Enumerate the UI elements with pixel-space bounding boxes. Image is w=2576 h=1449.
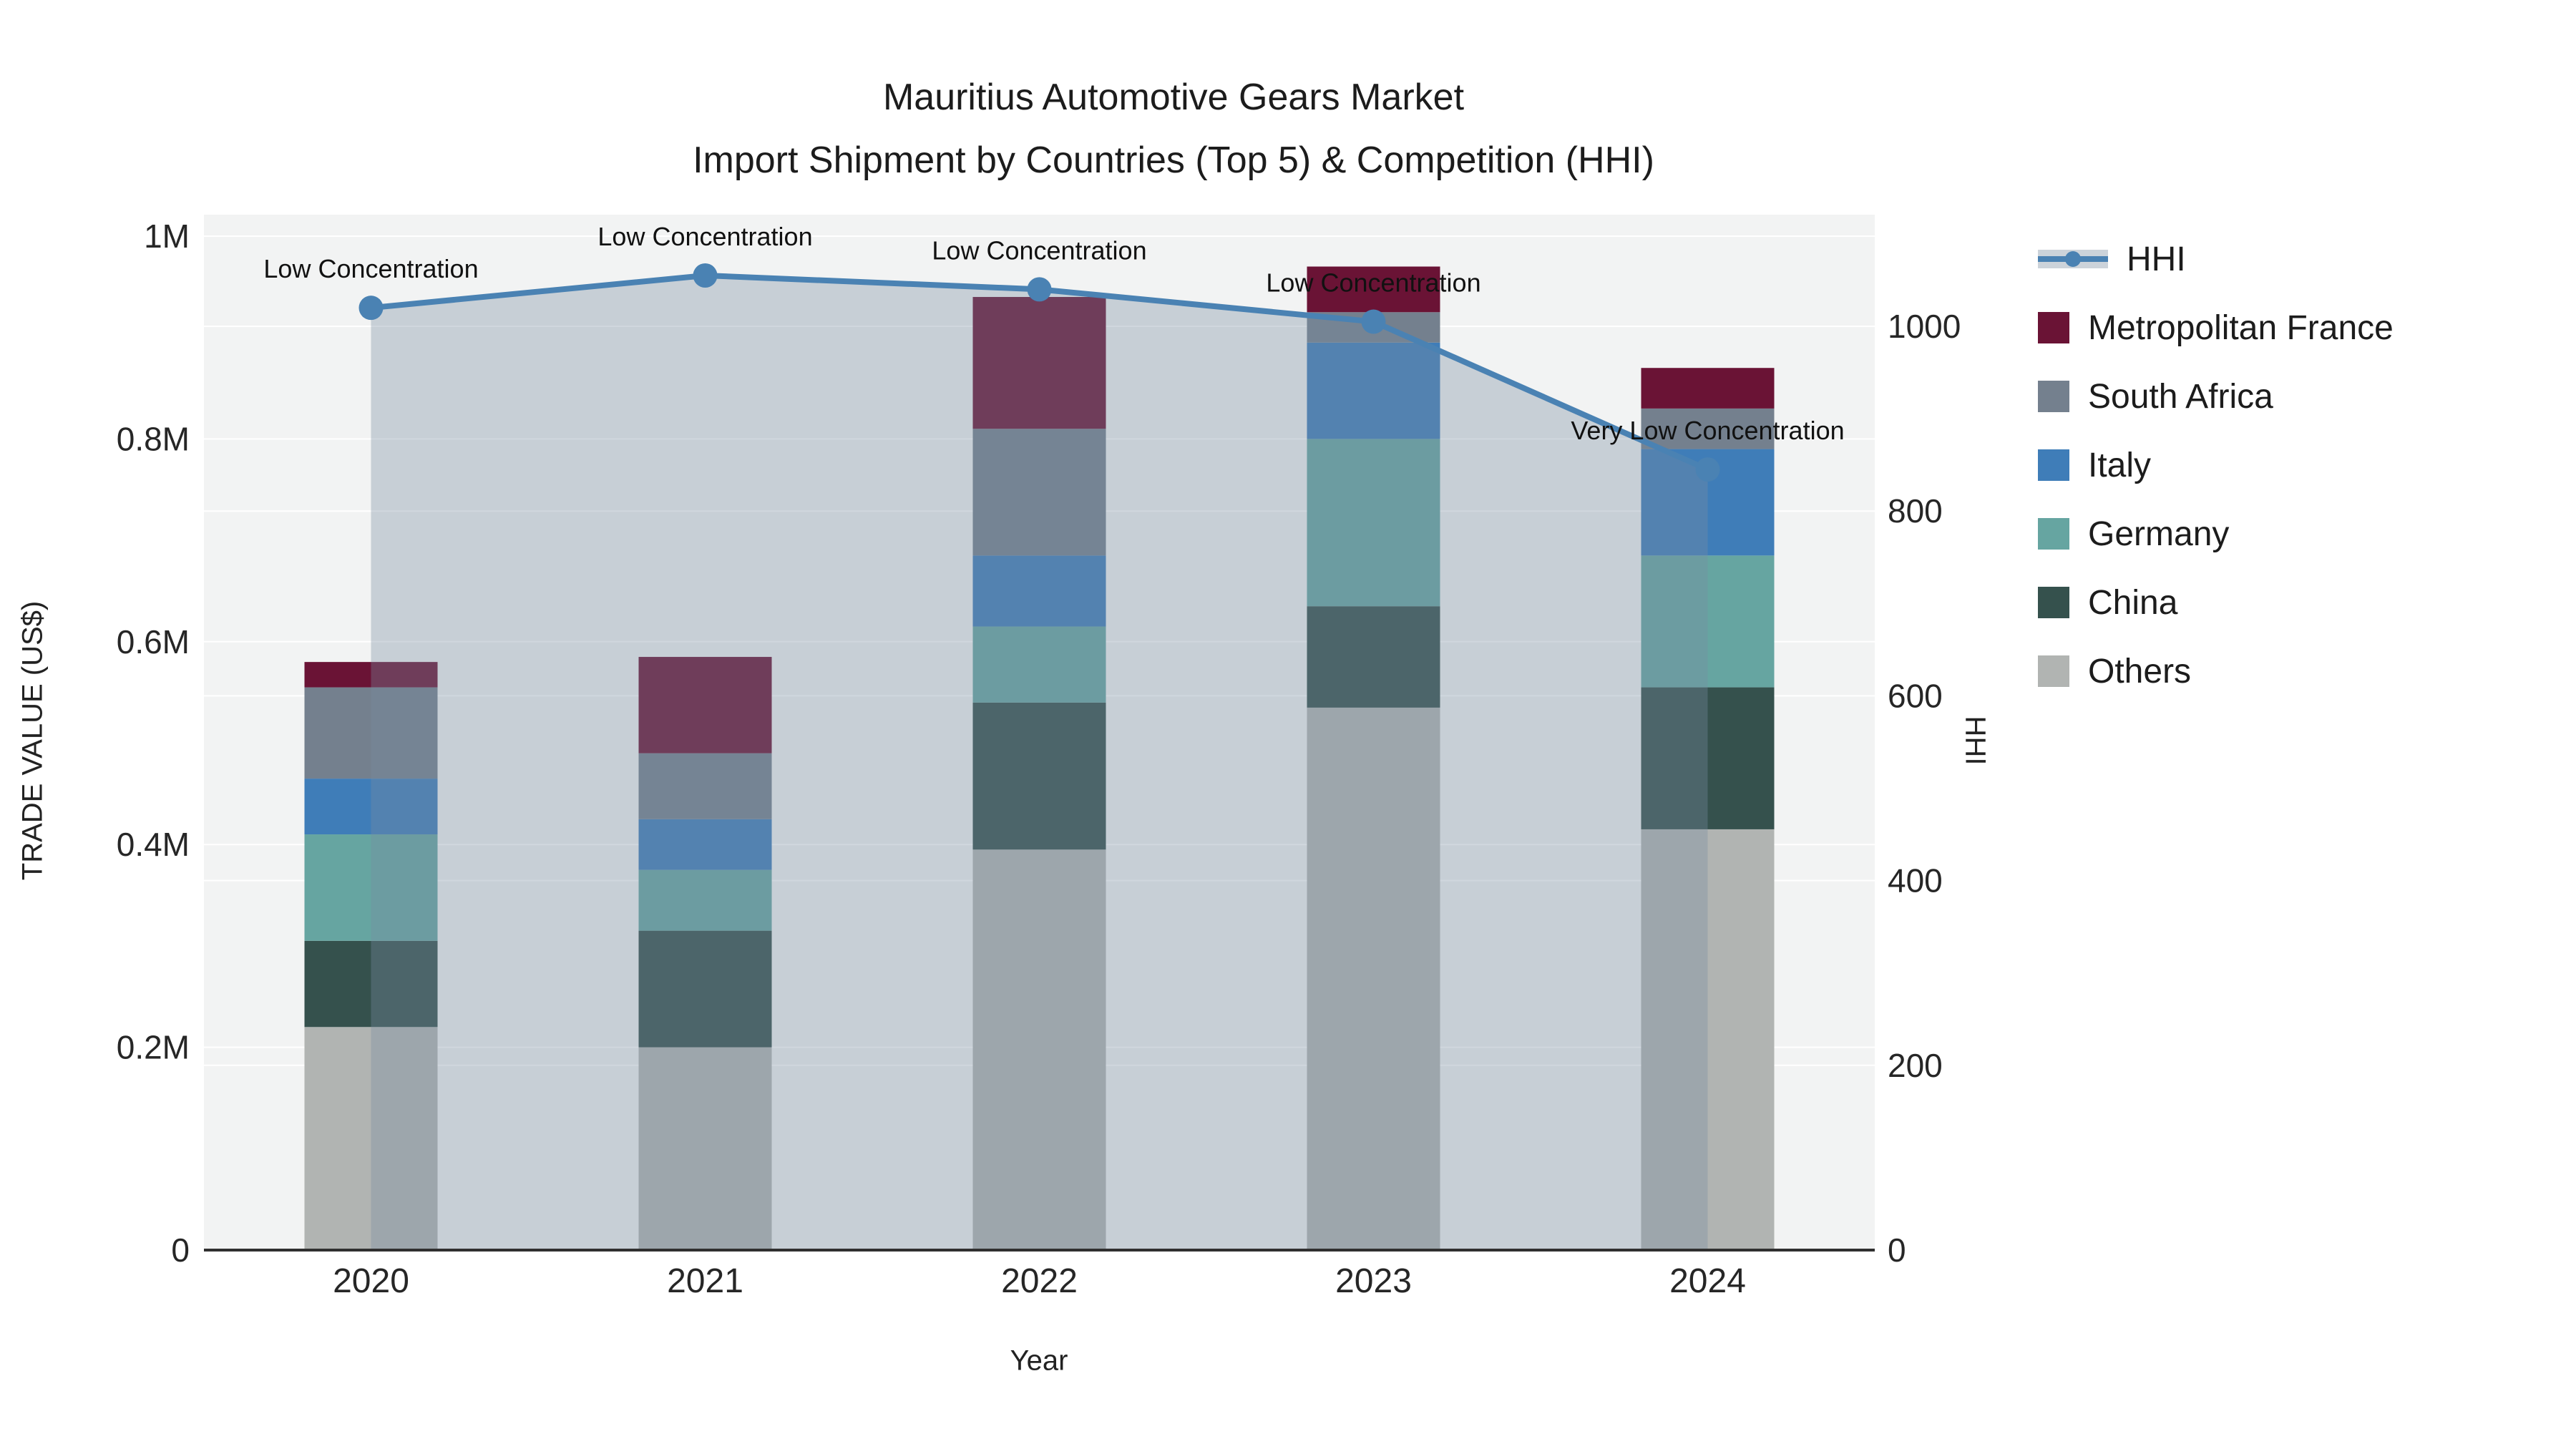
x-tick-2022[interactable]: 2022 xyxy=(1001,1262,1078,1300)
legend-swatch-china xyxy=(2038,587,2069,618)
bar-segment-others-2020[interactable] xyxy=(304,1027,438,1250)
hhi-marker-2024[interactable] xyxy=(1695,457,1720,482)
annotation-2024: Very Low Concentration xyxy=(1571,416,1844,445)
hhi-marker-2023[interactable] xyxy=(1361,309,1386,334)
bar-segment-others-2023[interactable] xyxy=(1307,707,1440,1250)
y-left-tick-0.8M: 0.8M xyxy=(117,420,190,457)
bar-segment-others-2021[interactable] xyxy=(638,1047,772,1250)
y-right-tick-800: 800 xyxy=(1888,492,1943,530)
bar-segment-germany-2022[interactable] xyxy=(972,626,1106,703)
x-tick-2024[interactable]: 2024 xyxy=(1669,1262,1746,1300)
legend-swatch-italy xyxy=(2038,449,2069,481)
legend-swatch-metropolitan-france xyxy=(2038,312,2069,343)
bar-segment-metropolitan-france-2020[interactable] xyxy=(304,662,438,688)
legend-item-china[interactable]: China xyxy=(2038,568,2394,637)
bar-segment-china-2022[interactable] xyxy=(972,702,1106,850)
bar-segment-south-africa-2022[interactable] xyxy=(972,429,1106,556)
bar-segment-germany-2024[interactable] xyxy=(1641,555,1775,688)
y-right-tick-0: 0 xyxy=(1888,1231,1906,1269)
bar-segment-south-africa-2020[interactable] xyxy=(304,687,438,779)
legend-item-italy[interactable]: Italy xyxy=(2038,431,2394,499)
bar-segment-italy-2021[interactable] xyxy=(638,819,772,870)
annotation-2022: Low Concentration xyxy=(932,235,1146,265)
bar-segment-metropolitan-france-2024[interactable] xyxy=(1641,368,1775,409)
chart-title-line1: Mauritius Automotive Gears Market xyxy=(882,77,1465,118)
hhi-line-swatch xyxy=(2038,250,2108,268)
bar-segment-china-2020[interactable] xyxy=(304,940,438,1028)
annotation-2023: Low Concentration xyxy=(1266,268,1480,298)
y-right-tick-1000: 1000 xyxy=(1888,308,1961,345)
y-right-tick-600: 600 xyxy=(1888,677,1943,714)
bar-segment-metropolitan-france-2022[interactable] xyxy=(972,297,1106,429)
hhi-area-fill xyxy=(371,275,1708,1250)
bar-segment-italy-2020[interactable] xyxy=(304,779,438,835)
y-right-tick-200: 200 xyxy=(1888,1047,1943,1084)
bar-segment-south-africa-2021[interactable] xyxy=(638,753,772,819)
legend-label: Others xyxy=(2088,652,2192,691)
bar-segment-others-2022[interactable] xyxy=(972,849,1106,1250)
bar-segment-metropolitan-france-2023[interactable] xyxy=(1307,266,1440,313)
legend-label: South Africa xyxy=(2088,377,2273,416)
legend-item-metropolitan-france[interactable]: Metropolitan France xyxy=(2038,293,2394,362)
bar-segment-china-2024[interactable] xyxy=(1641,687,1775,829)
legend-label: Italy xyxy=(2088,446,2152,484)
bar-segment-germany-2021[interactable] xyxy=(638,869,772,931)
y-left-tick-0.6M: 0.6M xyxy=(117,623,190,660)
y-left-tick-0.2M: 0.2M xyxy=(117,1029,190,1066)
x-tick-2023[interactable]: 2023 xyxy=(1335,1262,1412,1300)
x-axis-title: Year xyxy=(1010,1345,1068,1377)
bar-segment-italy-2022[interactable] xyxy=(972,555,1106,627)
legend-item-south-africa[interactable]: South Africa xyxy=(2038,362,2394,431)
y-right-tick-400: 400 xyxy=(1888,862,1943,899)
bar-segment-germany-2023[interactable] xyxy=(1307,439,1440,607)
legend-label: Metropolitan France xyxy=(2088,308,2394,347)
hhi-swatch-marker xyxy=(2065,251,2081,267)
hhi-marker-2021[interactable] xyxy=(693,263,718,288)
bar-segment-china-2023[interactable] xyxy=(1307,606,1440,708)
bar-segment-others-2024[interactable] xyxy=(1641,829,1775,1250)
annotation-2020: Low Concentration xyxy=(263,254,478,283)
chart-title-line2: Import Shipment by Countries (Top 5) & C… xyxy=(693,140,1654,181)
legend-item-hhi[interactable]: HHI xyxy=(2038,225,2394,293)
legend-swatch-south-africa xyxy=(2038,381,2069,412)
legend-item-germany[interactable]: Germany xyxy=(2038,499,2394,568)
bar-segment-china-2021[interactable] xyxy=(638,930,772,1048)
bar-segment-italy-2023[interactable] xyxy=(1307,342,1440,439)
legend: HHI Metropolitan France South Africa Italy G… xyxy=(2038,225,2394,706)
legend-label: HHI xyxy=(2127,240,2186,278)
y-left-tick-0: 0 xyxy=(171,1231,190,1269)
y-left-tick-1M: 1M xyxy=(144,218,190,255)
x-tick-2021[interactable]: 2021 xyxy=(667,1262,743,1300)
hhi-marker-2020[interactable] xyxy=(358,296,384,321)
y-left-tick-0.4M: 0.4M xyxy=(117,826,190,863)
legend-item-others[interactable]: Others xyxy=(2038,637,2394,706)
legend-label: China xyxy=(2088,583,2178,622)
y-right-axis-title: HHI xyxy=(1959,716,1991,766)
bar-segment-germany-2020[interactable] xyxy=(304,834,438,941)
annotation-2021: Low Concentration xyxy=(597,222,812,251)
hhi-marker-2022[interactable] xyxy=(1027,277,1052,302)
y-left-axis-title: TRADE VALUE (US$) xyxy=(16,600,49,881)
legend-swatch-germany xyxy=(2038,518,2069,550)
legend-label: Germany xyxy=(2088,514,2230,553)
bar-segment-metropolitan-france-2021[interactable] xyxy=(638,657,772,753)
legend-swatch-others xyxy=(2038,655,2069,687)
bar-segment-south-africa-2024[interactable] xyxy=(1641,408,1775,449)
chart-title: Mauritius Automotive Gears Market Import… xyxy=(0,66,2347,192)
x-tick-2020[interactable]: 2020 xyxy=(333,1262,409,1300)
